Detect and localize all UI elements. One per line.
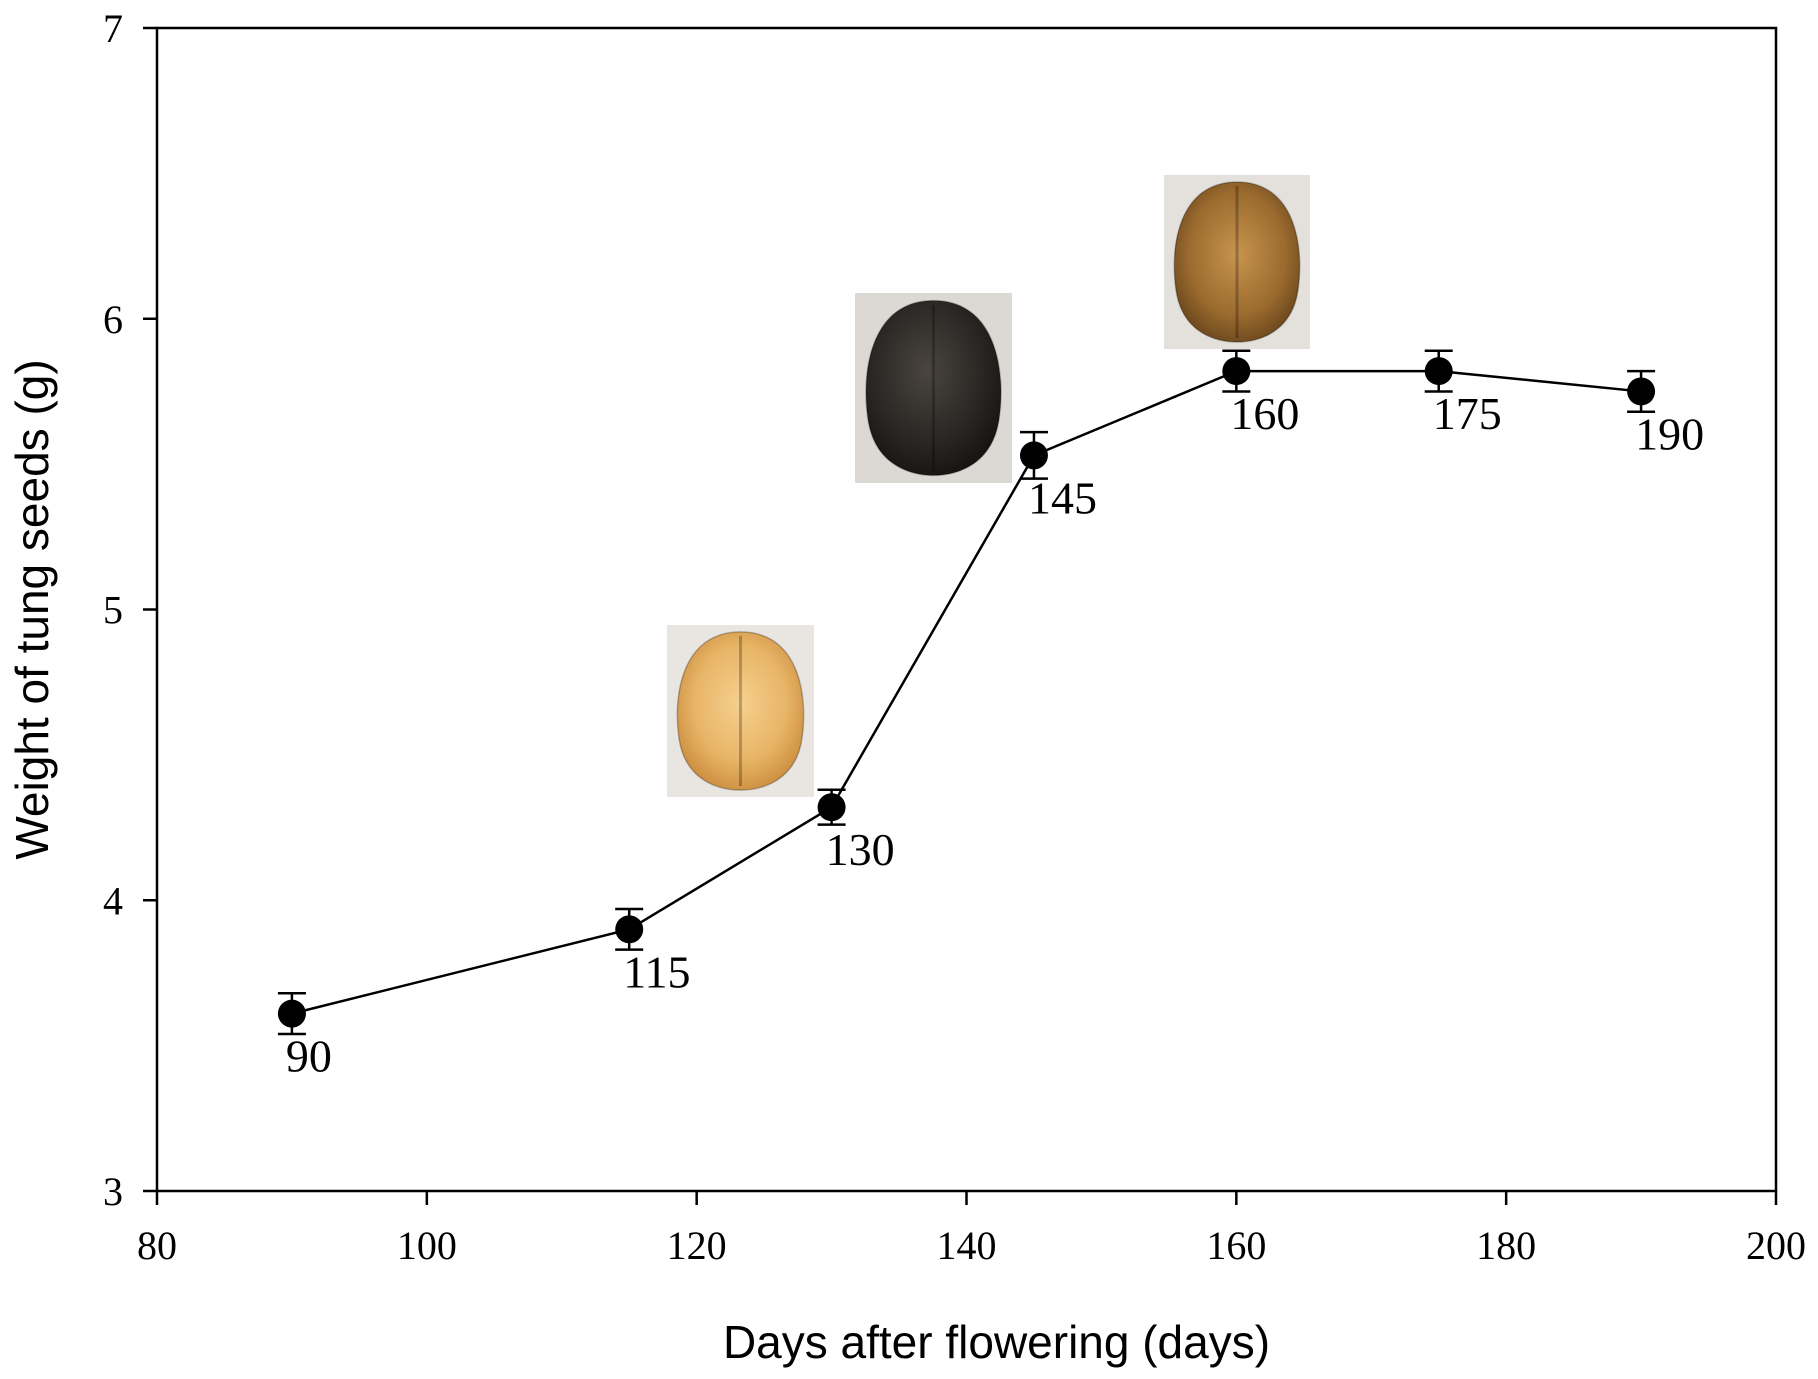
point-label: 130	[826, 824, 895, 875]
data-point	[1627, 377, 1656, 406]
plot-frame	[155, 26, 1778, 1193]
y-axis-title: Weight of tung seeds (g)	[6, 359, 58, 859]
point-label: 145	[1028, 472, 1097, 523]
data-point	[615, 915, 644, 944]
data-point	[817, 793, 846, 822]
point-label: 190	[1635, 408, 1704, 459]
point-label: 90	[286, 1031, 332, 1082]
x-tick-label: 140	[937, 1223, 997, 1268]
y-tick-label: 6	[103, 297, 123, 342]
seed-shape-145	[865, 299, 1002, 477]
x-tick-label: 80	[137, 1223, 177, 1268]
x-tick-label: 160	[1206, 1223, 1266, 1268]
seed-shape-160	[1173, 181, 1301, 343]
x-tick-label: 180	[1476, 1223, 1536, 1268]
data-point	[1222, 357, 1251, 386]
y-tick-label: 4	[103, 878, 123, 923]
seed-shape-130	[676, 631, 805, 791]
x-tick-label: 120	[667, 1223, 727, 1268]
data-point	[1019, 441, 1048, 470]
point-label: 160	[1230, 388, 1299, 439]
data-point	[277, 999, 306, 1028]
y-tick-label: 3	[103, 1169, 123, 1214]
point-label: 115	[623, 946, 690, 997]
point-label: 175	[1433, 388, 1502, 439]
x-axis-title: Days after flowering (days)	[723, 1316, 1270, 1368]
x-tick-label: 200	[1746, 1223, 1806, 1268]
x-tick-label: 100	[397, 1223, 457, 1268]
y-tick-label: 7	[103, 6, 123, 51]
y-tick-label: 5	[103, 588, 123, 633]
data-point	[1424, 357, 1453, 386]
